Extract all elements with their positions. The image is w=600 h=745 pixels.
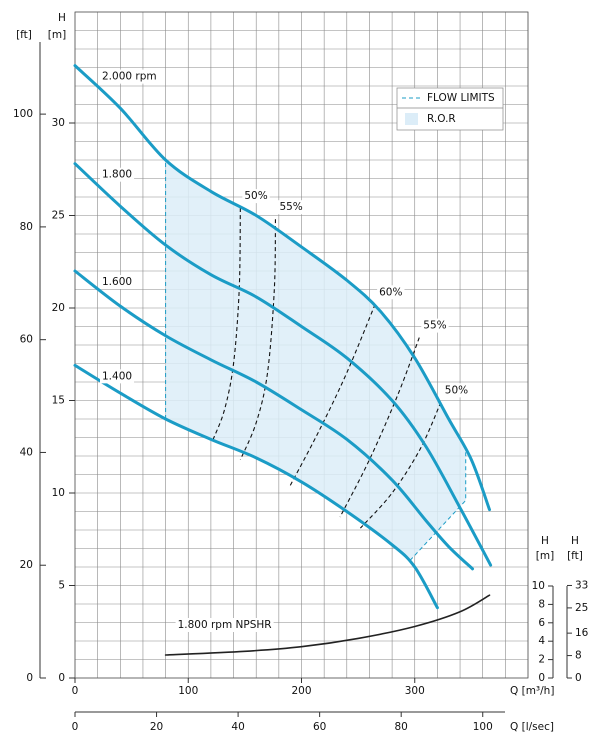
pump-curve: [73, 162, 493, 567]
x2-tick-label: 40: [231, 721, 244, 733]
efficiency-label: 50%: [244, 190, 267, 202]
series-label: 1.400: [102, 370, 132, 382]
y-ft-tick-label: 100: [13, 108, 33, 120]
label-background: [277, 200, 305, 215]
x2-tick-label: 100: [473, 721, 493, 733]
y-tick-label: 30: [52, 117, 65, 129]
legend-swatch: [405, 113, 418, 125]
y2-axis-unit: [m]: [536, 550, 554, 562]
x-tick-label: 200: [291, 685, 311, 697]
x-axis-label: Q [m³/h]: [510, 685, 554, 697]
label-background: [175, 618, 274, 632]
efficiency-label: 50%: [445, 384, 468, 396]
label-background: [421, 318, 449, 333]
y2-ft-tick-label: 0: [575, 672, 582, 684]
x2-tick-label: 0: [72, 721, 79, 733]
flow-limit: [408, 452, 467, 562]
y-axis-unit: [m]: [48, 29, 66, 41]
series-label: 1.800 rpm NPSHR: [178, 619, 272, 631]
pump-curve: [73, 269, 475, 571]
pump-curve: [73, 363, 439, 610]
label-background: [100, 275, 135, 289]
y2-ft-tick-label: 25: [575, 602, 588, 614]
efficiency-line: [212, 208, 241, 440]
ror-region: [165, 160, 466, 562]
efficiency-label: 60%: [379, 286, 402, 298]
legend-label: FLOW LIMITS: [427, 92, 495, 104]
y2-tick-label: 8: [538, 598, 545, 610]
npshr-curve: [164, 594, 491, 656]
y-axis-label: H: [58, 12, 66, 24]
x-tick-label: 100: [178, 685, 198, 697]
label-background: [377, 285, 405, 300]
x-tick-label: 300: [405, 685, 425, 697]
series-label: 2.000 rpm: [102, 71, 157, 83]
series-label: 1.600: [102, 276, 132, 288]
label-background: [242, 189, 270, 204]
pump-curve: [73, 64, 491, 512]
y-ft-tick-label: 20: [20, 559, 33, 571]
y-tick-label: 20: [52, 302, 65, 314]
y-ft-tick-label: 60: [20, 334, 33, 346]
x2-axis-label: Q [l/sec]: [510, 721, 554, 733]
y2-ft-axis-label: H: [571, 535, 579, 547]
y-tick-label: 5: [58, 580, 65, 592]
label-background: [100, 369, 135, 384]
efficiency-line: [359, 402, 442, 529]
y-ft-tick-label: 40: [20, 446, 33, 458]
y2-ft-tick-label: 33: [575, 579, 588, 591]
label-background: [100, 69, 159, 84]
y2-tick-label: 10: [532, 580, 545, 592]
y-tick-label: 25: [52, 210, 65, 222]
label-background: [442, 383, 471, 398]
y2-tick-label: 0: [538, 672, 545, 684]
x2-tick-label: 20: [150, 721, 163, 733]
y2-ft-tick-label: 8: [575, 650, 582, 662]
efficiency-label: 55%: [279, 201, 302, 213]
efficiency-line: [239, 219, 277, 460]
legend-label: R.O.R: [427, 113, 456, 125]
y-tick-label: 10: [52, 487, 65, 499]
y-ft-tick-label: 80: [20, 221, 33, 233]
efficiency-line: [289, 304, 376, 486]
x2-tick-label: 80: [395, 721, 408, 733]
y-ft-tick-label: 0: [26, 672, 33, 684]
x2-tick-label: 60: [313, 721, 326, 733]
y2-tick-label: 4: [538, 635, 545, 647]
y-tick-label: 0: [58, 672, 65, 684]
y2-ft-axis-unit: [ft]: [567, 550, 583, 562]
label-background: [100, 167, 135, 182]
y-ft-axis-unit: [ft]: [16, 29, 32, 41]
x-tick-label: 0: [72, 685, 79, 697]
efficiency-line: [339, 337, 420, 518]
y-tick-label: 15: [52, 395, 65, 407]
y2-ft-tick-label: 16: [575, 627, 589, 639]
y2-axis-label: H: [541, 535, 549, 547]
y2-tick-label: 6: [538, 617, 545, 629]
series-label: 1.800: [102, 169, 132, 181]
y2-tick-label: 2: [538, 654, 545, 666]
efficiency-label: 55%: [423, 320, 446, 332]
